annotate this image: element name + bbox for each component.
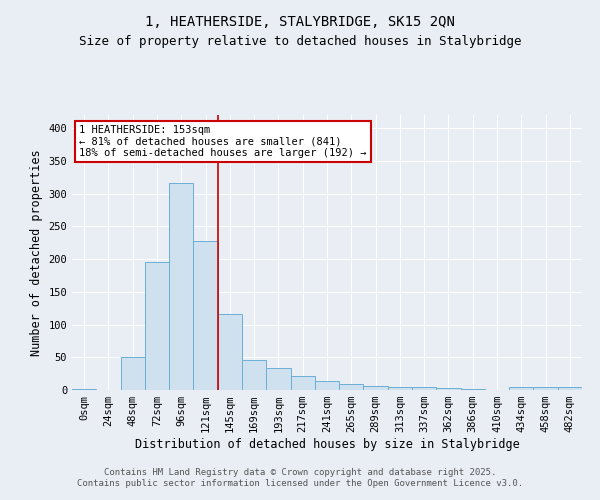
Bar (412, 388, 436, 390)
Bar (388, 386, 412, 390)
Bar (558, 386, 582, 390)
Bar (218, 314, 242, 390)
Bar (290, 376, 315, 390)
Bar (72, 388, 96, 390)
Bar (436, 388, 461, 390)
Bar (121, 356, 145, 390)
Bar (461, 388, 485, 390)
Bar (364, 386, 388, 390)
Bar (242, 360, 266, 390)
Bar (145, 262, 169, 390)
Bar (169, 183, 193, 390)
Text: Size of property relative to detached houses in Stalybridge: Size of property relative to detached ho… (79, 35, 521, 48)
Text: 1, HEATHERSIDE, STALYBRIDGE, SK15 2QN: 1, HEATHERSIDE, STALYBRIDGE, SK15 2QN (145, 15, 455, 29)
Bar (339, 384, 364, 390)
Y-axis label: Number of detached properties: Number of detached properties (30, 149, 43, 356)
Bar (315, 381, 339, 390)
Bar (533, 386, 558, 390)
Text: Contains HM Land Registry data © Crown copyright and database right 2025.
Contai: Contains HM Land Registry data © Crown c… (77, 468, 523, 487)
Text: 1 HEATHERSIDE: 153sqm
← 81% of detached houses are smaller (841)
18% of semi-det: 1 HEATHERSIDE: 153sqm ← 81% of detached … (79, 125, 367, 158)
Bar (193, 240, 218, 390)
Bar (266, 368, 290, 390)
X-axis label: Distribution of detached houses by size in Stalybridge: Distribution of detached houses by size … (134, 438, 520, 451)
Bar (509, 388, 533, 390)
